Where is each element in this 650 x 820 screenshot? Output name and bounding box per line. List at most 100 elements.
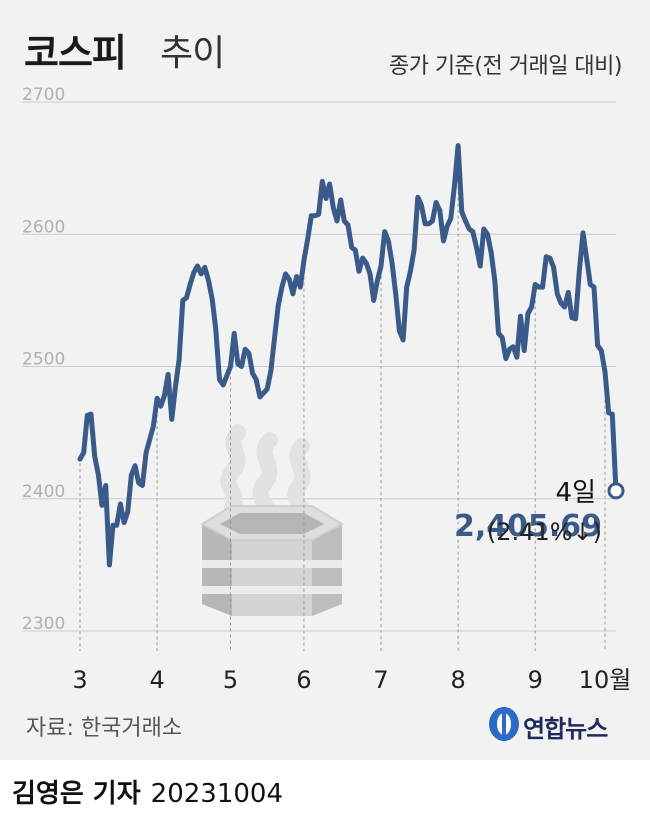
data-point	[338, 197, 343, 202]
x-tick-label: 6	[296, 666, 311, 694]
pot-illustration-icon	[199, 424, 345, 616]
data-point	[290, 291, 295, 296]
data-point	[592, 285, 597, 290]
x-tick-label: 9	[528, 666, 543, 694]
data-point	[346, 223, 351, 228]
data-point	[195, 264, 200, 269]
data-point	[246, 351, 251, 356]
data-point	[166, 372, 171, 377]
data-point	[155, 396, 160, 401]
chart-subtitle: 종가 기준(전 거래일 대비)	[388, 54, 623, 79]
data-point	[386, 238, 391, 243]
data-point	[213, 327, 218, 332]
y-tick-label: 2300	[22, 614, 65, 634]
data-point	[331, 205, 336, 210]
data-point	[250, 371, 255, 376]
data-point	[503, 356, 508, 361]
data-point	[320, 179, 325, 184]
data-point	[81, 450, 86, 455]
data-point	[573, 316, 578, 321]
data-point	[254, 377, 259, 382]
data-point	[294, 274, 299, 279]
data-point	[210, 297, 215, 302]
data-point	[529, 305, 534, 310]
data-point	[371, 298, 376, 303]
data-point	[401, 338, 406, 343]
data-point	[452, 183, 457, 188]
data-point	[525, 311, 530, 316]
data-point	[305, 237, 310, 242]
data-point	[470, 229, 475, 234]
data-point	[239, 364, 244, 369]
data-point	[125, 510, 130, 515]
y-tick-label: 2600	[22, 217, 65, 237]
data-point	[478, 264, 483, 269]
data-point	[342, 219, 347, 224]
data-point	[379, 264, 384, 269]
data-point	[551, 265, 556, 270]
data-point	[107, 562, 112, 567]
data-point	[298, 285, 303, 290]
data-point	[114, 523, 119, 528]
data-point	[584, 256, 589, 261]
data-point	[599, 348, 604, 353]
x-tick-label: 3	[72, 666, 87, 694]
data-point	[357, 269, 362, 274]
data-point	[463, 219, 468, 224]
data-source: 자료: 한국거래소	[26, 716, 183, 741]
data-point	[268, 368, 273, 373]
x-dropline-group	[79, 149, 606, 651]
data-point	[353, 248, 358, 253]
data-point	[217, 377, 222, 382]
infographic-card: 코스피 추이 종가 기준(전 거래일 대비) 2700 2600 2500 2400 2…	[0, 0, 650, 760]
data-point	[547, 256, 552, 261]
data-point	[408, 269, 413, 274]
data-point	[581, 230, 586, 235]
annotation-change: (2.41%↓)	[486, 518, 602, 546]
yonhap-logo: 연합뉴스	[487, 703, 632, 745]
data-point	[558, 301, 563, 306]
data-point	[518, 314, 523, 319]
data-point	[169, 417, 174, 422]
data-point	[481, 227, 486, 232]
data-point	[316, 212, 321, 217]
data-point	[173, 384, 178, 389]
data-point	[140, 483, 145, 488]
line-chart: 2700 2600 2500 2400 2300 3 4 5 6 7 8 9 10월	[22, 85, 632, 694]
y-tick-label: 2500	[22, 350, 65, 370]
data-point	[177, 357, 182, 362]
data-point	[191, 270, 196, 275]
data-point	[162, 393, 167, 398]
chart-title: 코스피	[24, 31, 127, 75]
data-point	[393, 291, 398, 296]
data-point	[514, 355, 519, 360]
data-point	[566, 290, 571, 295]
data-point	[228, 364, 233, 369]
data-point	[610, 412, 615, 417]
publish-date: 20231004	[150, 779, 283, 809]
data-point	[199, 271, 204, 276]
data-point	[158, 404, 163, 409]
data-point	[562, 305, 567, 310]
last-value-annotation: 4일2,405.69	[410, 472, 602, 544]
x-tick-label: 4	[149, 666, 164, 694]
y-tick-label: 2400	[22, 482, 65, 502]
data-point	[147, 437, 152, 442]
logo-text: 연합뉴스	[523, 715, 608, 743]
y-tick-label: 2700	[22, 85, 65, 105]
x-tick-label: 10월	[579, 666, 632, 694]
data-point	[118, 502, 123, 507]
data-point	[224, 373, 229, 378]
data-point	[283, 271, 288, 276]
data-point	[144, 450, 149, 455]
data-point	[221, 383, 226, 388]
data-point	[257, 394, 262, 399]
kospi-series-line	[77, 143, 619, 568]
data-point	[103, 483, 108, 488]
data-point	[415, 195, 420, 200]
gridlines	[22, 101, 616, 632]
data-point	[419, 203, 424, 208]
x-tick-label: 7	[373, 666, 388, 694]
data-point	[232, 331, 237, 336]
data-point	[492, 278, 497, 283]
